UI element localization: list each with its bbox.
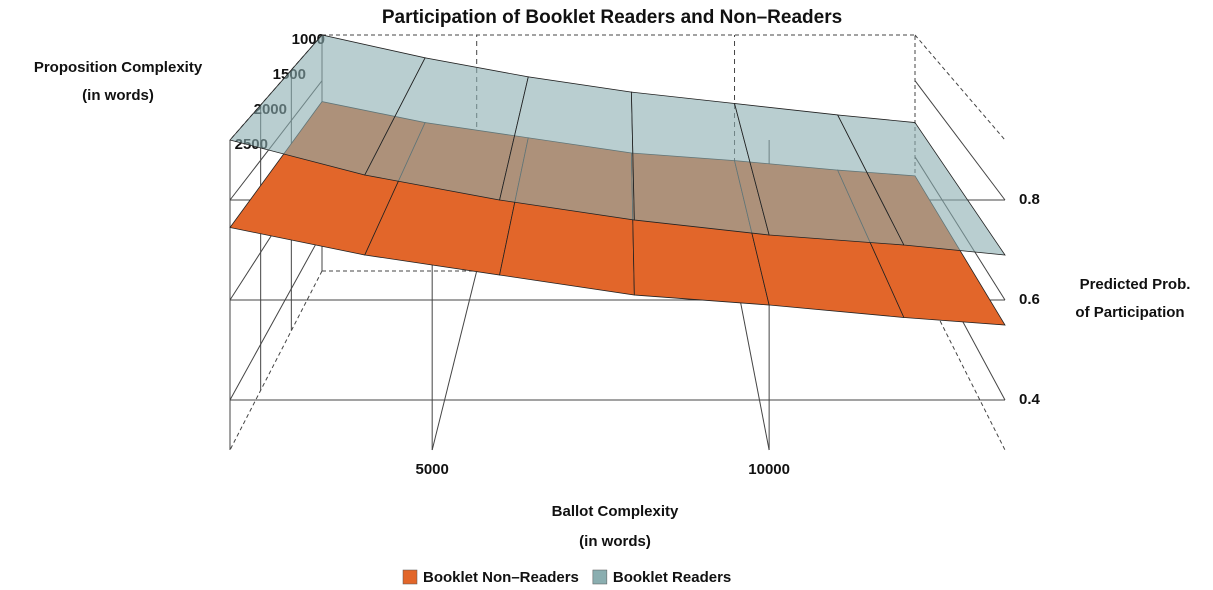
z-tick-label: 0.8 xyxy=(1019,191,1040,208)
legend-swatch xyxy=(402,569,418,585)
z-axis-label: of Participation xyxy=(1075,304,1184,321)
grid-line xyxy=(431,270,478,451)
x-tick-label: 5000 xyxy=(415,461,448,478)
legend-swatch xyxy=(592,569,608,585)
x-tick-label: 10000 xyxy=(748,461,790,478)
chart-title: Participation of Booklet Readers and Non… xyxy=(382,7,842,28)
x-axis-label: (in words) xyxy=(579,533,651,550)
z-tick-label: 0.4 xyxy=(1019,391,1041,408)
box-edge xyxy=(914,270,1006,451)
legend-label: Booklet Readers xyxy=(613,569,731,586)
y-axis-label: Proposition Complexity xyxy=(34,59,203,76)
grid-line xyxy=(229,232,323,401)
x-axis-label: Ballot Complexity xyxy=(552,503,679,520)
z-axis-label: Predicted Prob. xyxy=(1080,276,1191,293)
box-edge xyxy=(229,270,323,451)
z-tick-label: 0.6 xyxy=(1019,291,1040,308)
grid-line xyxy=(914,80,1006,201)
y-axis-label: (in words) xyxy=(82,87,154,104)
legend-label: Booklet Non–Readers xyxy=(423,569,579,586)
surface-patch xyxy=(836,114,1006,256)
box-edge xyxy=(914,34,1006,141)
